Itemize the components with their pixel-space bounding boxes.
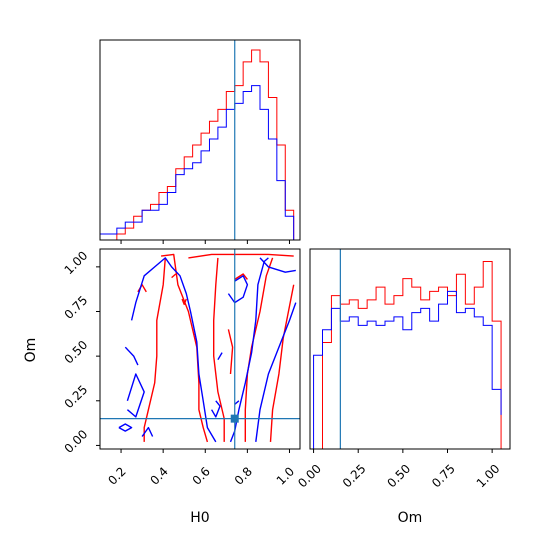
contour-series-0-path-9 [181, 298, 187, 306]
om-hist-x-tick-label: 0.50 [384, 462, 413, 491]
contour-series-0-path-2 [188, 253, 294, 259]
contour-series-1-path-8 [255, 302, 297, 442]
contour-x-tick-label: 0.2 [105, 464, 128, 487]
contour-series-1-path-4 [130, 257, 217, 443]
contour-series-1-path-1 [126, 373, 145, 418]
contour-series-1-path-11 [234, 400, 240, 405]
contour-y-tick-label: 0.25 [62, 382, 91, 411]
contour-x-axis-label: H0 [190, 510, 209, 526]
om-hist-x-tick-label: 0.25 [340, 462, 369, 491]
contour-x-tick-label: 0.8 [232, 464, 255, 487]
contour-series-0-path-5 [269, 284, 295, 442]
contour-y-tick-label: 0.75 [62, 293, 91, 322]
om-hist-x-tick-label: 0.00 [295, 462, 324, 491]
h0-hist-axes-frame [99, 39, 301, 241]
om-hist-x-tick-label: 0.75 [429, 462, 458, 491]
contour-x-tick-label: 1.0 [274, 464, 297, 487]
contour-series-1-path-6 [227, 275, 249, 304]
contour-series-0-path-10 [234, 273, 248, 280]
h0-histogram-panel [99, 39, 301, 244]
h0-hist-series-0-step-line [100, 49, 295, 241]
contour-series-1-path-0 [118, 423, 133, 432]
contour-series-1-path-10 [217, 352, 223, 361]
contour-series-1-path-3 [124, 346, 139, 366]
om-hist-series-1-step-line [313, 290, 502, 449]
om-histogram-panel: 0.00 0.25 0.50 0.75 1.00 Om [295, 248, 511, 526]
h0-hist-series-1-step-line [99, 85, 295, 240]
contour-series-0-path-0 [161, 253, 209, 443]
contour-series-1-path-9 [259, 257, 296, 273]
om-hist-series-0-step-line [313, 261, 502, 450]
contour-y-tick-label: 1.00 [62, 248, 91, 277]
contour-series-1-path-2 [141, 426, 154, 437]
contour-series-1-path-5 [210, 400, 221, 418]
h0-om-contour-panel: 0.2 0.4 0.6 0.8 1.0 0.00 0.25 0.50 0.75 1.00 H0 Om [23, 248, 301, 526]
contour-series-0-path-6 [227, 329, 234, 375]
contour-truth-marker [230, 414, 239, 423]
contour-x-tick-label: 0.4 [147, 464, 170, 487]
contour-series-0-path-7 [171, 273, 177, 279]
contour-x-tick-label: 0.6 [190, 464, 213, 487]
contour-axes-frame [99, 248, 301, 450]
contour-series-0-path-3 [213, 257, 225, 442]
om-hist-x-tick-label: 1.00 [474, 462, 503, 491]
om-hist-x-axis-label: Om [398, 510, 423, 526]
contour-y-tick-label: 0.50 [62, 338, 91, 367]
om-hist-axes-frame [309, 248, 511, 450]
contour-y-tick-label: 0.00 [62, 427, 91, 456]
contour-series-0-path-1 [143, 257, 166, 442]
contour-series-1-path-7 [229, 257, 269, 443]
contour-lines-group [118, 253, 297, 443]
contour-y-axis-label: Om [23, 338, 39, 363]
